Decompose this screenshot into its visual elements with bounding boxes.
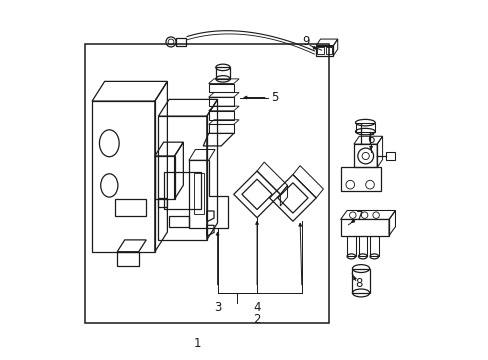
Bar [358,235,366,256]
Text: 6: 6 [366,133,374,146]
Bar [158,116,206,240]
Text: 3: 3 [213,301,221,314]
Text: 5: 5 [271,91,278,104]
Bar [317,46,324,54]
Bar [158,198,167,207]
Bar [215,67,230,79]
Bar [369,235,378,256]
Text: 9: 9 [302,35,309,48]
Bar [85,44,328,323]
Text: 4: 4 [253,301,260,314]
Bar [208,111,233,120]
Bar [155,156,174,199]
Text: 1: 1 [194,337,201,350]
Bar [346,235,355,256]
Text: 7: 7 [355,210,362,223]
Bar [115,199,145,216]
Bar [340,220,388,235]
Bar [355,123,375,132]
Bar [386,152,394,159]
Bar [353,144,376,167]
Text: 8: 8 [355,277,362,290]
Bar [316,45,333,55]
Bar [208,97,233,106]
Bar [92,101,155,252]
Bar [163,172,201,209]
Bar [208,84,233,93]
Bar [176,39,185,45]
Bar [208,125,233,134]
Bar [325,46,332,54]
Text: 2: 2 [253,313,260,327]
Bar [169,216,188,227]
Bar [352,269,369,293]
